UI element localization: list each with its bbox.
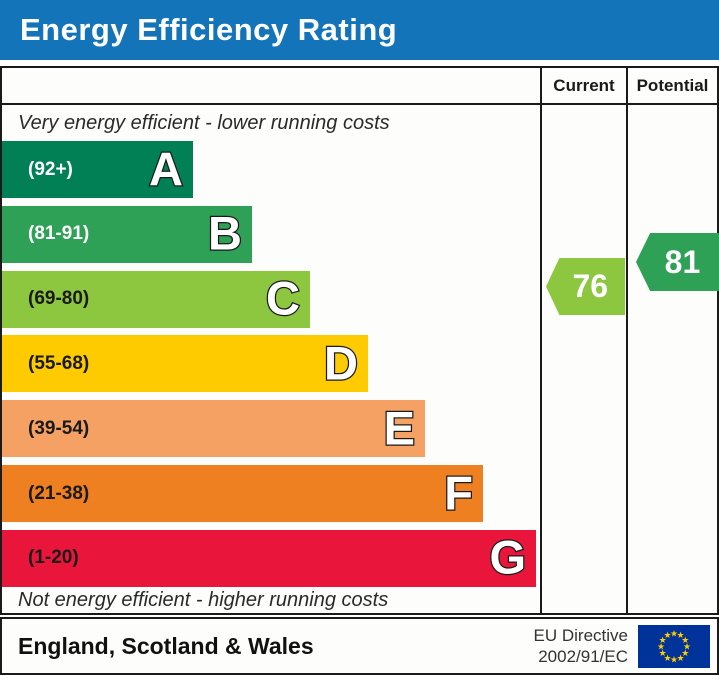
column-divider-current (540, 68, 542, 613)
eu-directive-label: EU Directive 2002/91/EC (534, 625, 628, 667)
band-range-label: (21-38) (28, 482, 90, 504)
column-divider-potential (626, 68, 628, 613)
svg-text:★: ★ (681, 635, 689, 645)
band-range-label: (81-91) (28, 223, 90, 245)
band-bar-f: (21-38) F (2, 465, 483, 522)
svg-text:★: ★ (663, 630, 671, 640)
band-row-g: (1-20) G (2, 529, 538, 587)
band-row-d: (55-68) D (2, 335, 538, 393)
band-row-f: (21-38) F (2, 465, 538, 522)
band-range-label: (92+) (28, 158, 73, 180)
svg-text:★: ★ (670, 654, 678, 664)
svg-text:★: ★ (676, 630, 684, 640)
band-range-label: (55-68) (28, 352, 90, 374)
band-bar-e: (39-54) E (2, 400, 425, 458)
current-arrow: 76 (546, 258, 625, 315)
band-range-label: (39-54) (28, 417, 90, 439)
footer-bar: England, Scotland & Wales EU Directive 2… (0, 617, 719, 675)
current-rating-value: 76 (572, 268, 609, 304)
potential-arrow: 81 (636, 233, 719, 291)
very-efficient-note: Very energy efficient - lower running co… (18, 112, 390, 134)
eu-flag-icon: ★ ★ ★ ★ ★ ★ ★ ★ ★ ★ ★ ★ (638, 624, 710, 668)
svg-text:★: ★ (683, 641, 691, 651)
band-range-label: (1-20) (28, 547, 79, 569)
svg-text:★: ★ (657, 641, 665, 651)
band-range-label: (69-80) (28, 288, 90, 310)
band-bar-b: (81-91) B (2, 205, 252, 263)
not-efficient-note: Not energy efficient - higher running co… (18, 589, 389, 611)
band-row-e: (39-54) E (2, 400, 538, 458)
svg-text:★: ★ (681, 648, 689, 658)
band-row-a: (92+) A (2, 141, 538, 198)
page-title: Energy Efficiency Rating (20, 12, 398, 47)
band-row-c: (69-80) C (2, 270, 538, 328)
band-bar-g: (1-20) G (2, 529, 536, 587)
band-letter: G (488, 530, 527, 584)
svg-text:★: ★ (676, 652, 684, 662)
band-letter: E (382, 401, 416, 455)
title-banner: Energy Efficiency Rating (0, 0, 719, 60)
band-row-b: (81-91) B (2, 205, 538, 263)
svg-text:★: ★ (659, 635, 667, 645)
svg-text:★: ★ (663, 652, 671, 662)
header-divider (2, 103, 717, 105)
band-bar-c: (69-80) C (2, 270, 310, 328)
potential-column-header: Potential (636, 75, 709, 95)
band-letter: F (443, 466, 474, 520)
svg-text:★: ★ (659, 648, 667, 658)
band-letter: A (148, 142, 184, 196)
band-letter: D (323, 336, 359, 390)
region-label: England, Scotland & Wales (18, 632, 314, 659)
svg-text:★: ★ (670, 628, 678, 638)
band-letter: C (265, 271, 301, 325)
energy-rating-table: Current Potential Very energy efficient … (0, 66, 719, 615)
band-letter: B (207, 206, 243, 260)
eu-directive-line2: 2002/91/EC (538, 647, 628, 666)
potential-rating-value: 81 (664, 243, 701, 280)
current-column-header: Current (553, 75, 615, 95)
eu-directive-line1: EU Directive (533, 626, 628, 645)
band-bar-d: (55-68) D (2, 335, 368, 393)
band-bar-a: (92+) A (2, 141, 193, 198)
